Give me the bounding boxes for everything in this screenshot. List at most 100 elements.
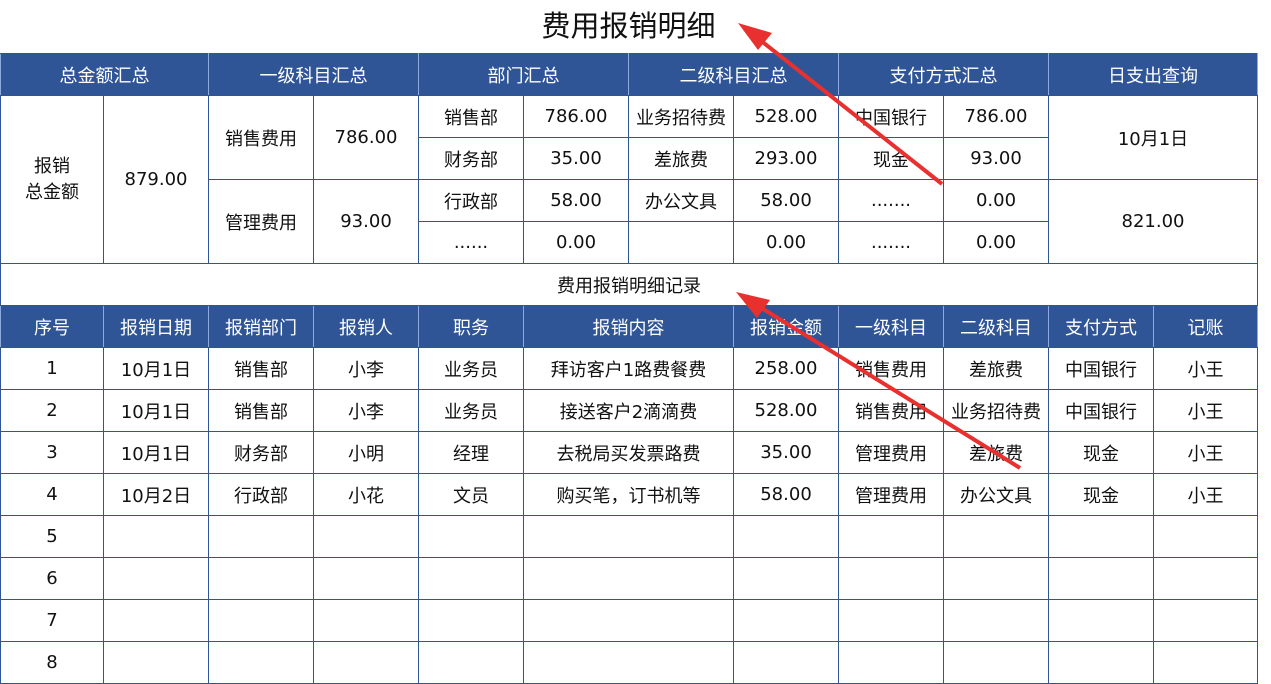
level2-name[interactable]: 业务招待费 — [628, 95, 734, 138]
table-cell-3[interactable]: 财务部 — [208, 431, 314, 474]
table-cell-11[interactable] — [1153, 641, 1258, 684]
table-cell-9[interactable]: 差旅费 — [943, 347, 1049, 390]
table-cell-3[interactable] — [208, 599, 314, 642]
payment-name[interactable]: 现金 — [838, 137, 944, 180]
table-cell-10[interactable]: 中国银行 — [1048, 347, 1154, 390]
dept-amount[interactable]: 786.00 — [523, 95, 629, 138]
table-cell-6[interactable] — [523, 557, 734, 600]
table-cell-7[interactable] — [733, 641, 839, 684]
table-cell-5[interactable]: 经理 — [418, 431, 524, 474]
table-cell-8[interactable]: 管理费用 — [838, 431, 944, 474]
level2-amount[interactable]: 293.00 — [733, 137, 839, 180]
table-cell-8[interactable] — [838, 515, 944, 558]
table-cell-2[interactable]: 10月1日 — [103, 431, 209, 474]
table-cell-1[interactable]: 3 — [0, 431, 104, 474]
payment-amount[interactable]: 0.00 — [943, 221, 1049, 264]
table-cell-2[interactable]: 10月1日 — [103, 389, 209, 432]
table-cell-7[interactable]: 528.00 — [733, 389, 839, 432]
level1-amount[interactable]: 786.00 — [313, 95, 419, 180]
level2-name[interactable] — [628, 221, 734, 264]
level1-name[interactable]: 管理费用 — [208, 179, 314, 264]
payment-amount[interactable]: 0.00 — [943, 179, 1049, 222]
table-cell-7[interactable] — [733, 557, 839, 600]
table-cell-6[interactable]: 购买笔，订书机等 — [523, 473, 734, 516]
table-cell-2[interactable] — [103, 641, 209, 684]
table-cell-9[interactable] — [943, 515, 1049, 558]
table-cell-8[interactable] — [838, 557, 944, 600]
table-cell-2[interactable]: 10月1日 — [103, 347, 209, 390]
table-cell-4[interactable] — [313, 515, 419, 558]
table-cell-5[interactable] — [418, 641, 524, 684]
dept-amount[interactable]: 0.00 — [523, 221, 629, 264]
total-value[interactable]: 879.00 — [103, 95, 209, 264]
table-cell-6[interactable] — [523, 599, 734, 642]
table-cell-7[interactable] — [733, 515, 839, 558]
table-cell-1[interactable]: 7 — [0, 599, 104, 642]
table-cell-6[interactable]: 接送客户2滴滴费 — [523, 389, 734, 432]
daily-query-amount[interactable]: 821.00 — [1048, 179, 1258, 264]
table-cell-11[interactable]: 小王 — [1153, 473, 1258, 516]
table-cell-11[interactable]: 小王 — [1153, 347, 1258, 390]
table-cell-5[interactable] — [418, 599, 524, 642]
table-cell-5[interactable]: 业务员 — [418, 347, 524, 390]
table-cell-4[interactable]: 小明 — [313, 431, 419, 474]
table-cell-3[interactable] — [208, 641, 314, 684]
table-cell-8[interactable] — [838, 599, 944, 642]
table-cell-9[interactable] — [943, 599, 1049, 642]
table-cell-11[interactable] — [1153, 515, 1258, 558]
table-cell-3[interactable]: 销售部 — [208, 389, 314, 432]
table-cell-4[interactable]: 小花 — [313, 473, 419, 516]
table-cell-9[interactable] — [943, 641, 1049, 684]
table-cell-5[interactable]: 业务员 — [418, 389, 524, 432]
table-cell-4[interactable] — [313, 641, 419, 684]
table-cell-11[interactable]: 小王 — [1153, 389, 1258, 432]
table-cell-2[interactable] — [103, 515, 209, 558]
table-cell-2[interactable] — [103, 599, 209, 642]
table-cell-9[interactable]: 差旅费 — [943, 431, 1049, 474]
table-cell-10[interactable]: 中国银行 — [1048, 389, 1154, 432]
table-cell-4[interactable]: 小李 — [313, 347, 419, 390]
level2-amount[interactable]: 0.00 — [733, 221, 839, 264]
table-cell-7[interactable] — [733, 599, 839, 642]
table-cell-11[interactable] — [1153, 557, 1258, 600]
table-cell-10[interactable]: 现金 — [1048, 473, 1154, 516]
table-cell-8[interactable] — [838, 641, 944, 684]
payment-amount[interactable]: 786.00 — [943, 95, 1049, 138]
table-cell-1[interactable]: 5 — [0, 515, 104, 558]
table-cell-10[interactable] — [1048, 515, 1154, 558]
level1-amount[interactable]: 93.00 — [313, 179, 419, 264]
payment-name[interactable]: ....... — [838, 179, 944, 222]
dept-amount[interactable]: 58.00 — [523, 179, 629, 222]
table-cell-1[interactable]: 4 — [0, 473, 104, 516]
table-cell-9[interactable]: 业务招待费 — [943, 389, 1049, 432]
table-cell-10[interactable] — [1048, 641, 1154, 684]
table-cell-2[interactable] — [103, 557, 209, 600]
table-cell-1[interactable]: 1 — [0, 347, 104, 390]
table-cell-10[interactable] — [1048, 599, 1154, 642]
table-cell-5[interactable] — [418, 557, 524, 600]
payment-name[interactable]: 中国银行 — [838, 95, 944, 138]
table-cell-1[interactable]: 8 — [0, 641, 104, 684]
dept-name[interactable]: 销售部 — [418, 95, 524, 138]
table-cell-7[interactable]: 35.00 — [733, 431, 839, 474]
table-cell-1[interactable]: 2 — [0, 389, 104, 432]
table-cell-4[interactable] — [313, 557, 419, 600]
table-cell-3[interactable]: 销售部 — [208, 347, 314, 390]
daily-query-date[interactable]: 10月1日 — [1048, 95, 1258, 180]
table-cell-4[interactable] — [313, 599, 419, 642]
dept-amount[interactable]: 35.00 — [523, 137, 629, 180]
level2-name[interactable]: 差旅费 — [628, 137, 734, 180]
table-cell-1[interactable]: 6 — [0, 557, 104, 600]
table-cell-10[interactable] — [1048, 557, 1154, 600]
table-cell-11[interactable]: 小王 — [1153, 431, 1258, 474]
table-cell-5[interactable]: 文员 — [418, 473, 524, 516]
table-cell-11[interactable] — [1153, 599, 1258, 642]
table-cell-2[interactable]: 10月2日 — [103, 473, 209, 516]
table-cell-6[interactable]: 去税局买发票路费 — [523, 431, 734, 474]
dept-name[interactable]: ...... — [418, 221, 524, 264]
table-cell-8[interactable]: 销售费用 — [838, 389, 944, 432]
table-cell-10[interactable]: 现金 — [1048, 431, 1154, 474]
level2-amount[interactable]: 528.00 — [733, 95, 839, 138]
table-cell-6[interactable] — [523, 641, 734, 684]
level2-name[interactable]: 办公文具 — [628, 179, 734, 222]
